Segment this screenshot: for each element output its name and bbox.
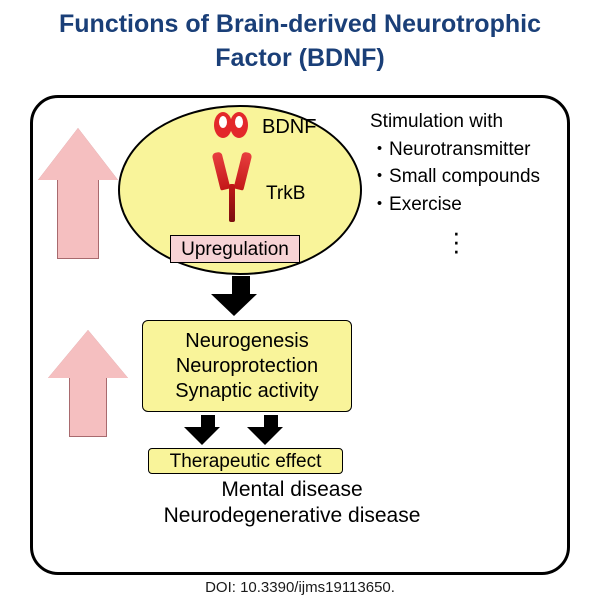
stimulation-header: Stimulation with — [370, 108, 540, 136]
stimulation-item-1: ・Neurotransmitter — [370, 136, 540, 164]
bdnf-label: BDNF — [262, 116, 316, 139]
down-arrow-2a — [195, 415, 220, 445]
therapeutic-label: Therapeutic effect — [170, 451, 322, 472]
trkb-label: TrkB — [266, 183, 305, 205]
up-arrow-2 — [48, 330, 128, 437]
disease-line-1: Mental disease — [132, 478, 452, 502]
disease-line-2: Neurodegenerative disease — [132, 504, 452, 528]
upregulation-box: Upregulation — [170, 235, 300, 263]
doi-text: DOI: 10.3390/ijms19113650. — [0, 579, 600, 596]
effects-box: Neurogenesis Neuroprotection Synaptic ac… — [142, 320, 352, 412]
title-line2: Factor (BDNF) — [0, 42, 600, 76]
stimulation-item-2: ・Small compounds — [370, 163, 540, 191]
stimulation-item-3: ・Exercise — [370, 191, 540, 219]
effects-line-3: Synaptic activity — [143, 380, 351, 403]
effects-line-1: Neurogenesis — [143, 330, 351, 353]
up-arrow-1 — [38, 128, 118, 259]
page-title: Functions of Brain-derived Neurotrophic … — [0, 0, 600, 76]
effects-line-2: Neuroprotection — [143, 355, 351, 378]
down-arrow-2b — [258, 415, 283, 445]
stimulation-list: Stimulation with ・Neurotransmitter ・Smal… — [370, 108, 540, 218]
vertical-ellipsis-icon: ··· — [452, 228, 461, 255]
title-line1: Functions of Brain-derived Neurotrophic — [0, 8, 600, 42]
upregulation-label: Upregulation — [181, 239, 289, 260]
down-arrow-1 — [225, 276, 257, 316]
therapeutic-box: Therapeutic effect — [148, 448, 343, 474]
